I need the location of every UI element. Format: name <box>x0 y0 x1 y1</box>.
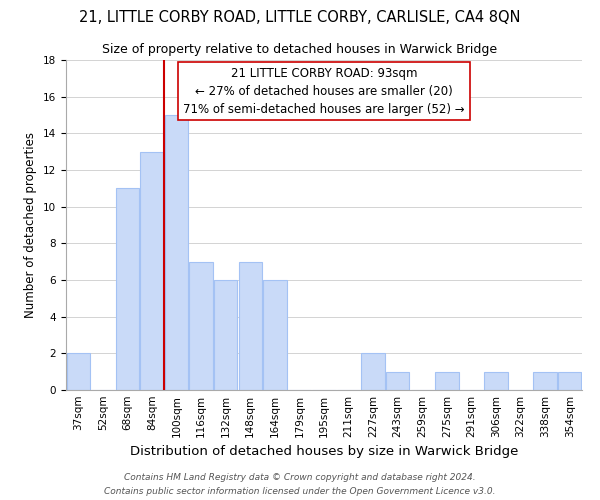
Bar <box>386 372 409 390</box>
Bar <box>558 372 581 390</box>
Y-axis label: Number of detached properties: Number of detached properties <box>25 132 37 318</box>
Bar <box>239 262 262 390</box>
Bar <box>214 280 238 390</box>
Text: Contains HM Land Registry data © Crown copyright and database right 2024.: Contains HM Land Registry data © Crown c… <box>124 473 476 482</box>
Text: 21 LITTLE CORBY ROAD: 93sqm
← 27% of detached houses are smaller (20)
71% of sem: 21 LITTLE CORBY ROAD: 93sqm ← 27% of det… <box>183 66 465 116</box>
Bar <box>263 280 287 390</box>
X-axis label: Distribution of detached houses by size in Warwick Bridge: Distribution of detached houses by size … <box>130 446 518 458</box>
Bar <box>484 372 508 390</box>
Bar <box>361 354 385 390</box>
Text: Contains public sector information licensed under the Open Government Licence v3: Contains public sector information licen… <box>104 486 496 496</box>
Bar <box>165 115 188 390</box>
Bar <box>435 372 458 390</box>
Bar <box>533 372 557 390</box>
Bar <box>116 188 139 390</box>
Bar <box>67 354 90 390</box>
Bar <box>190 262 213 390</box>
Text: Size of property relative to detached houses in Warwick Bridge: Size of property relative to detached ho… <box>103 42 497 56</box>
Text: 21, LITTLE CORBY ROAD, LITTLE CORBY, CARLISLE, CA4 8QN: 21, LITTLE CORBY ROAD, LITTLE CORBY, CAR… <box>79 10 521 25</box>
Bar <box>140 152 164 390</box>
